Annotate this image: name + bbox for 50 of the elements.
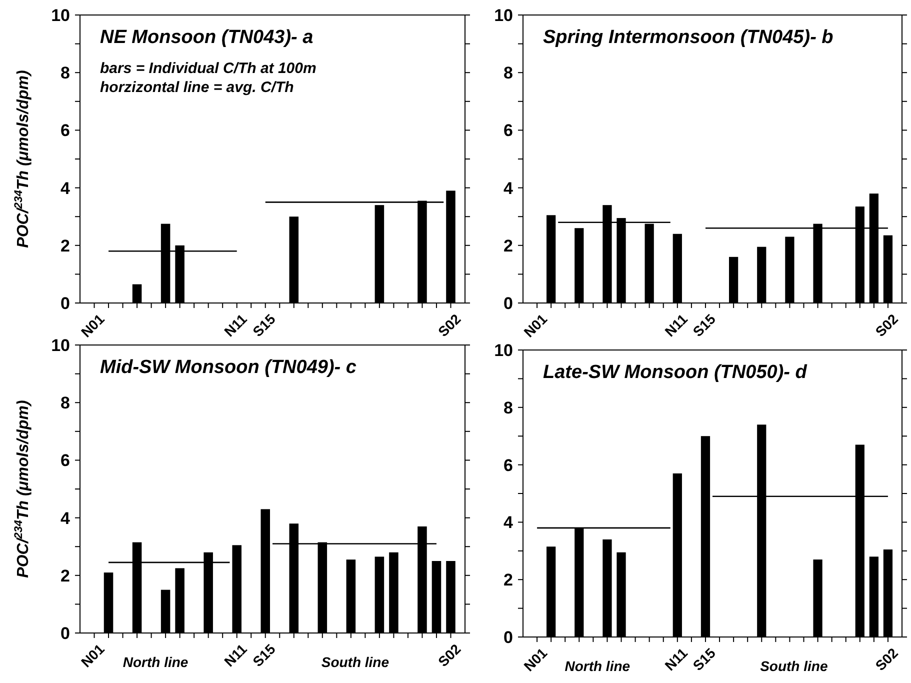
- y-tick-label: 0: [60, 294, 70, 313]
- y-tick-label: 2: [60, 566, 70, 586]
- x-tick-label: N01: [520, 310, 550, 340]
- y-tick-label: 0: [504, 628, 513, 647]
- y-tick-label: 10: [51, 6, 70, 25]
- y-tick-label: 6: [60, 121, 70, 140]
- y-tick-label: 6: [504, 121, 513, 140]
- x-tick-label: N11: [220, 310, 250, 340]
- x-tick-label: N11: [220, 640, 250, 670]
- y-tick-label: 8: [504, 64, 513, 83]
- x-tick-label: N11: [662, 310, 691, 340]
- text: South line: [760, 658, 828, 674]
- x-tick-label: N11: [662, 644, 691, 674]
- text: NE Monsoon (TN043)- a: [100, 27, 314, 48]
- y-tick-label: 6: [504, 456, 513, 475]
- text: Late-SW Monsoon (TN050)- d: [543, 362, 808, 383]
- y-tick-label: 8: [60, 64, 70, 83]
- y-tick-label: 2: [504, 570, 513, 590]
- x-tick-label: N01: [78, 310, 108, 340]
- y-tick-label: 10: [494, 340, 513, 360]
- y-tick-label: 10: [494, 6, 513, 25]
- x-tick-label: S15: [690, 644, 719, 674]
- x-tick-label: S02: [872, 310, 902, 340]
- x-tick-label: N01: [520, 644, 550, 674]
- y-tick-label: 6: [60, 451, 70, 470]
- y-tick-label: 4: [504, 178, 514, 198]
- y-tick-label: 8: [60, 394, 70, 413]
- y-tick-label: 2: [60, 236, 70, 256]
- annotation: bars = Individual C/Th at 100m: [100, 60, 316, 77]
- text: South line: [321, 654, 390, 670]
- x-tick-label: S02: [434, 310, 464, 340]
- y-tick-label: 2: [504, 236, 513, 256]
- x-tick-label: S15: [249, 640, 279, 670]
- annotation: horzizontal line = avg. C/Th: [100, 79, 294, 96]
- text: North line: [564, 658, 630, 674]
- x-tick-label: S15: [249, 310, 279, 340]
- text: Spring Intermonsoon (TN045)- b: [543, 27, 834, 48]
- x-tick-label: S15: [690, 310, 719, 340]
- y-tick-label: 4: [60, 508, 71, 528]
- y-tick-label: 4: [60, 178, 71, 198]
- text: Mid-SW Monsoon (TN049)- c: [100, 357, 357, 378]
- text: North line: [122, 654, 188, 670]
- y-tick-label: 8: [504, 398, 513, 418]
- x-tick-label: N01: [78, 640, 108, 670]
- y-tick-label: 0: [60, 624, 70, 643]
- x-tick-label: S02: [872, 644, 902, 674]
- y-tick-label: 0: [504, 294, 513, 313]
- y-tick-label: 4: [504, 513, 514, 532]
- y-tick-label: 10: [51, 336, 70, 355]
- x-tick-label: S02: [434, 640, 464, 670]
